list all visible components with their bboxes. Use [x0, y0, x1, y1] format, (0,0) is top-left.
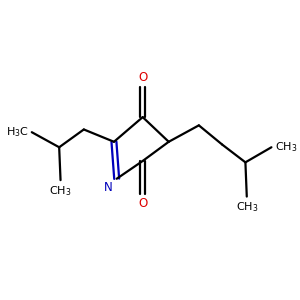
Text: CH$_3$: CH$_3$ [236, 201, 258, 214]
Text: CH$_3$: CH$_3$ [49, 184, 72, 198]
Text: CH$_3$: CH$_3$ [275, 140, 297, 154]
Text: O: O [138, 71, 147, 84]
Text: N: N [103, 182, 112, 194]
Text: H$_3$C: H$_3$C [6, 125, 28, 139]
Text: O: O [138, 197, 147, 210]
